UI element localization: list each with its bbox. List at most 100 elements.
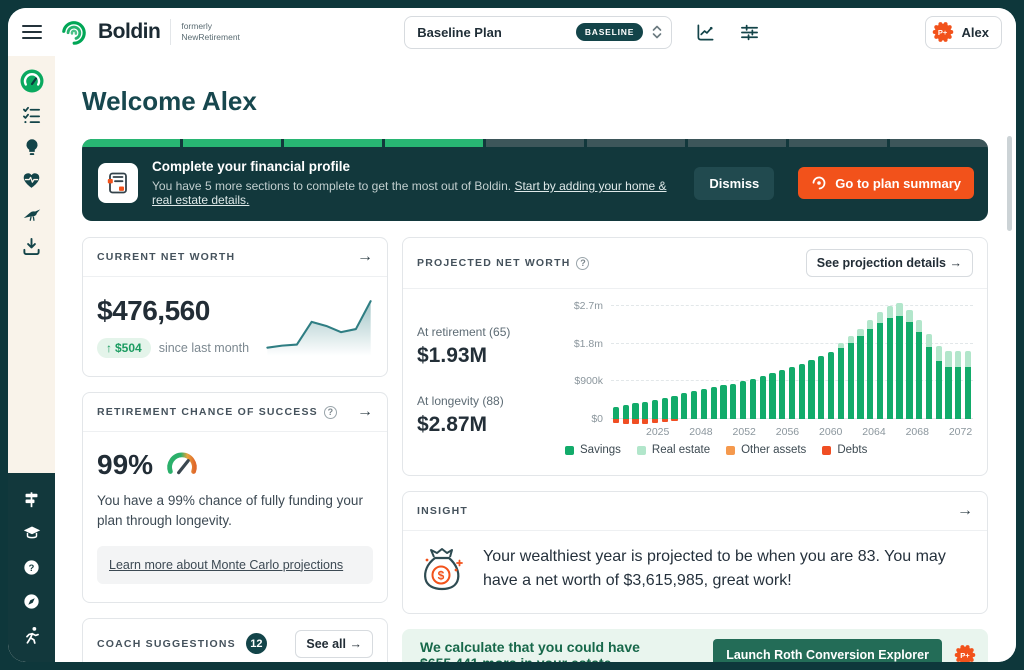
sidebar-item-import[interactable] (19, 233, 45, 259)
chart-bar[interactable] (661, 397, 668, 422)
sidebar-bottom-group: ? (8, 473, 55, 662)
help-circle-icon[interactable]: ? (323, 405, 337, 419)
net-worth-arrow-button[interactable]: → (357, 248, 373, 265)
chart-bar[interactable] (749, 378, 756, 419)
insight-arrow-button[interactable]: → (957, 502, 973, 519)
card-title: CURRENT NET WORTH (97, 251, 236, 263)
banner-subtitle-link[interactable]: Start by adding your home & real estate … (152, 179, 667, 207)
chart-bar[interactable] (935, 345, 942, 419)
help-circle-icon[interactable]: ? (576, 256, 590, 270)
sidebar-item-help[interactable]: ? (19, 554, 45, 580)
plan-selector-value: Baseline Plan (417, 24, 502, 40)
sidebar-item-wellness[interactable] (19, 167, 45, 193)
chart-gridline (611, 305, 973, 307)
card-title: INSIGHT (417, 505, 468, 517)
chart-bar[interactable] (739, 381, 747, 419)
chart-bar[interactable] (964, 350, 972, 419)
sidebar-item-classroom[interactable] (19, 520, 45, 546)
sidebar-item-explorers[interactable] (19, 200, 45, 226)
chart-bar[interactable] (925, 333, 933, 419)
chart-bar[interactable] (622, 404, 629, 424)
chart-bar[interactable] (788, 366, 796, 419)
user-menu-button[interactable]: P+ Alex (924, 15, 1002, 49)
bird-icon (22, 204, 42, 223)
chart-bar[interactable] (955, 350, 962, 419)
chart-bar[interactable] (710, 386, 717, 419)
chart-bar[interactable] (681, 393, 688, 419)
chart-bar[interactable] (808, 360, 815, 419)
banner-subtitle: You have 5 more sections to complete to … (152, 179, 680, 207)
chart-bar[interactable] (730, 383, 737, 419)
dismiss-button[interactable]: Dismiss (694, 166, 775, 200)
chart-bar[interactable] (857, 328, 864, 419)
chart-bar[interactable] (779, 369, 786, 419)
lightbulb-icon (23, 138, 41, 157)
chart-bar[interactable] (818, 356, 825, 419)
brand-name: Boldin (98, 20, 161, 43)
x-tick-label: 2048 (689, 426, 713, 438)
swirl-arrow-icon (811, 175, 827, 191)
sidebar-item-discover[interactable] (19, 588, 45, 614)
sliders-icon[interactable] (738, 21, 760, 43)
x-tick-label: 2064 (862, 426, 886, 438)
chart-bar[interactable] (769, 372, 776, 419)
go-to-plan-summary-button[interactable]: Go to plan summary (798, 167, 974, 199)
x-axis-spacer (565, 419, 611, 441)
projection-details-label: See projection details (816, 256, 947, 270)
hamburger-icon[interactable] (22, 25, 42, 39)
chart-bar[interactable] (837, 343, 845, 419)
monte-carlo-link[interactable]: Learn more about Monte Carlo projections (97, 545, 373, 584)
success-description: You have a 99% chance of fully funding y… (97, 493, 363, 529)
plus-plan-badge-label: P+ (960, 650, 970, 660)
money-bag-icon: $ (419, 545, 465, 593)
chart-bar[interactable] (632, 403, 639, 424)
sidebar-item-planner[interactable] (19, 101, 45, 127)
x-tick-label: 2025 (646, 426, 670, 438)
sidebar-item-guides[interactable] (19, 486, 45, 512)
legend-swatch (726, 445, 736, 455)
chart-bar[interactable] (642, 401, 649, 424)
chart-plot-area[interactable] (611, 301, 973, 424)
chart-bar[interactable] (876, 312, 884, 419)
x-tick-label: 2068 (905, 426, 929, 438)
see-projection-details-button[interactable]: See projection details → (805, 249, 973, 277)
chart-bar[interactable] (886, 305, 893, 419)
chart-bar[interactable] (847, 336, 854, 419)
chart-bar[interactable] (671, 395, 678, 421)
chart-bar[interactable] (828, 352, 835, 419)
chart-bar[interactable] (896, 303, 903, 419)
sidebar-item-insights[interactable] (19, 134, 45, 160)
chart-bar[interactable] (798, 363, 805, 419)
chart-bar[interactable] (700, 388, 708, 419)
chart-bar[interactable] (691, 390, 698, 419)
plan-selector[interactable]: Baseline Plan BASELINE (404, 15, 673, 49)
chart-bar[interactable] (867, 320, 874, 419)
progress-segment (587, 139, 685, 147)
chart-bar[interactable] (916, 319, 923, 419)
chart-line-icon[interactable] (694, 21, 716, 43)
up-arrow-icon: ↑ (106, 341, 112, 355)
success-arrow-button[interactable]: → (357, 403, 373, 420)
progress-segment (890, 139, 988, 147)
user-avatar: P+ (932, 21, 954, 43)
graduation-cap-icon (23, 525, 41, 541)
chart-bar[interactable] (945, 350, 952, 419)
legend-swatch (565, 445, 574, 455)
brand-logo-block[interactable]: Boldin formerly NewRetirement (58, 18, 240, 46)
net-worth-delta-badge: ↑ $504 (97, 338, 151, 358)
monte-carlo-link-label: Learn more about Monte Carlo projections (109, 557, 344, 572)
sidebar-item-dashboard[interactable] (19, 68, 45, 94)
sidebar-item-getting-started[interactable] (19, 622, 45, 648)
plan-baseline-badge: BASELINE (575, 23, 644, 41)
scrollbar-thumb[interactable] (1007, 136, 1012, 231)
see-all-button[interactable]: See all → (295, 629, 373, 658)
chart-bar[interactable] (720, 385, 727, 419)
chart-bar[interactable] (906, 309, 913, 419)
chart-bar[interactable] (612, 406, 619, 424)
chart-bar[interactable] (651, 399, 659, 424)
insight-text: Your wealthiest year is projected to be … (483, 548, 946, 589)
y-tick-label: $2.7m (573, 300, 603, 313)
chart-bar[interactable] (759, 375, 766, 419)
launch-roth-explorer-button[interactable]: Launch Roth Conversion Explorer (713, 639, 942, 662)
brand-tagline-line1: formerly (181, 21, 213, 32)
